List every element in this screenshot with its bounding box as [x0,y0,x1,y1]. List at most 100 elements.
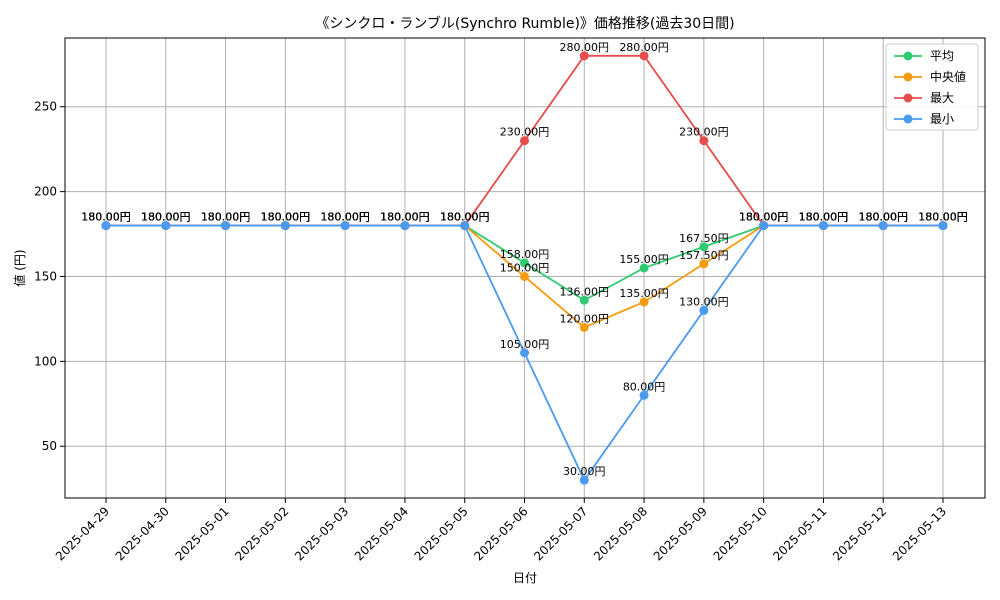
data-label: 180.00円 [858,211,908,224]
data-point [579,295,589,305]
data-labels-layer: 180.00円 180.00円 180.00円 180.00円 180.00円 180.0… [81,41,968,478]
x-tick-label: 2025-05-03 [292,504,351,563]
data-label: 180.00円 [141,211,191,224]
data-point [818,221,828,231]
data-label: 180.00円 [320,211,370,224]
data-label: 150.00円 [500,261,550,274]
data-label: 136.00円 [560,285,610,298]
legend-box [885,43,979,131]
data-point [759,221,769,231]
x-tick-label: 2025-04-29 [53,504,112,563]
x-tick-label: 2025-05-04 [352,504,411,563]
data-label: 180.00円 [918,211,968,224]
data-label: 180.00円 [380,211,430,224]
legend-label: 中央値 [930,69,966,84]
data-label: 180.00円 [799,211,849,224]
data-label: 180.00円 [799,211,849,224]
data-label: 180.00円 [261,211,311,224]
data-label: 120.00円 [560,312,610,325]
data-point [400,221,410,231]
data-label: 180.00円 [81,211,131,224]
data-label: 180.00円 [440,211,490,224]
data-label: 180.00円 [261,211,311,224]
data-point [520,271,529,281]
legend-marker [903,72,913,82]
y-tick-label: 100 [34,354,57,368]
x-tick-label: 2025-05-06 [471,504,530,563]
data-label: 180.00円 [799,211,849,224]
data-label: 180.00円 [320,211,370,224]
data-label: 180.00円 [739,211,789,224]
data-label: 180.00円 [858,211,908,224]
data-label: 130.00円 [679,295,729,308]
data-label: 180.00円 [320,211,370,224]
x-tick-label: 2025-05-07 [531,504,590,563]
data-label: 180.00円 [380,211,430,224]
data-label: 105.00円 [500,338,550,351]
y-tick-label: 250 [34,100,57,114]
data-label: 135.00円 [619,287,669,300]
data-point [699,305,709,315]
data-label: 180.00円 [739,211,789,224]
data-label: 180.00円 [440,211,490,224]
data-label: 180.00円 [261,211,311,224]
data-label: 180.00円 [320,211,370,224]
data-point [639,51,649,61]
data-point [101,221,111,231]
data-label: 180.00円 [141,211,191,224]
data-label: 180.00円 [918,211,968,224]
y-axis-label: 値 (円) [12,249,27,286]
data-point [579,475,589,485]
data-point [221,221,231,231]
data-point [520,136,529,146]
data-label: 230.00円 [679,126,729,139]
data-point [161,221,171,231]
x-tick-label: 2025-05-13 [890,504,949,563]
data-point [878,221,888,231]
data-label: 180.00円 [858,211,908,224]
data-point [460,221,470,231]
series-layer [101,51,948,485]
data-label: 180.00円 [201,211,251,224]
data-point [579,51,589,61]
legend-label: 最小 [930,112,954,126]
data-point [520,258,529,268]
data-point [699,259,709,269]
data-label: 180.00円 [141,211,191,224]
x-tick-label: 2025-05-11 [770,504,829,563]
y-tick-label: 200 [34,185,57,199]
data-label: 30.00円 [563,465,606,478]
data-point [938,221,948,231]
data-label: 80.00円 [623,380,666,393]
y-tick-label: 150 [34,269,57,283]
data-label: 180.00円 [440,211,490,224]
data-label: 180.00円 [141,211,191,224]
data-point [520,348,529,358]
ticks-layer: 2025-04-29 2025-04-30 2025-05-01 2025-05-02… [34,100,949,564]
data-label: 230.00円 [500,126,550,139]
x-axis-label: 日付 [513,571,537,585]
data-label: 280.00円 [560,41,610,54]
legend-label: 平均 [930,49,954,63]
data-label: 180.00円 [799,211,849,224]
x-tick-label: 2025-05-01 [172,504,231,563]
data-label: 180.00円 [201,211,251,224]
data-point [639,390,649,400]
data-label: 180.00円 [380,211,430,224]
data-label: 180.00円 [440,211,490,224]
data-point [280,221,290,231]
data-label: 157.50円 [679,249,729,262]
data-label: 180.00円 [918,211,968,224]
data-point [639,263,649,273]
data-label: 180.00円 [918,211,968,224]
y-tick-label: 50 [42,439,57,453]
x-tick-label: 2025-05-09 [651,504,710,563]
data-label: 180.00円 [261,211,311,224]
data-point [699,136,709,146]
legend-marker [903,114,913,124]
data-label: 180.00円 [380,211,430,224]
legend-label: 最大 [930,91,954,105]
data-label: 155.00円 [619,253,669,266]
data-label: 180.00円 [858,211,908,224]
